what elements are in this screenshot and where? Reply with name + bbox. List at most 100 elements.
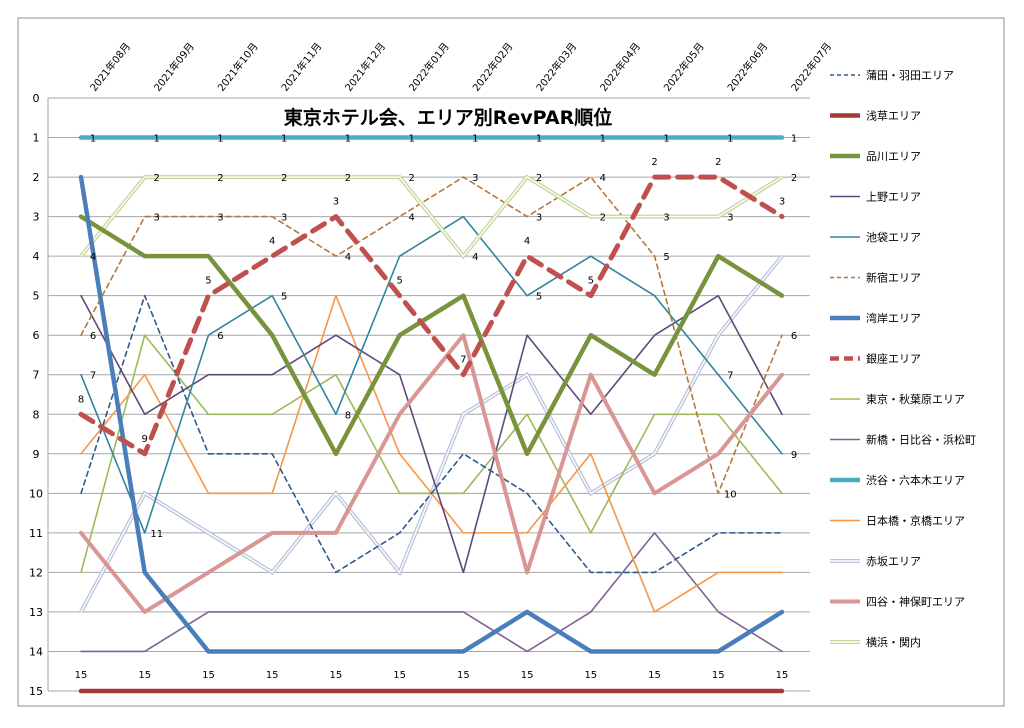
data-label: 4	[600, 173, 606, 184]
data-label: 15	[266, 670, 279, 681]
data-label: 2	[536, 173, 542, 184]
data-label: 15	[138, 670, 151, 681]
legend-label: 四谷・神保町エリア	[866, 595, 965, 609]
data-label: 5	[396, 276, 402, 287]
y-tick-label: 14	[29, 645, 43, 658]
data-label: 2	[281, 173, 287, 184]
data-label: 1	[472, 134, 478, 145]
y-tick-label: 12	[29, 566, 43, 579]
data-label: 6	[90, 331, 96, 342]
legend-label: 蒲田・羽田エリア	[866, 68, 954, 82]
data-label: 7	[727, 371, 733, 382]
data-label: 9	[791, 450, 797, 461]
data-label: 1	[663, 134, 669, 145]
series-line	[79, 333, 784, 614]
series-line	[80, 176, 783, 495]
legend-label: 東京・秋葉原エリア	[866, 392, 965, 406]
data-label: 5	[205, 276, 211, 287]
data-label: 3	[217, 213, 223, 224]
data-label: 4	[269, 236, 275, 247]
data-label: 4	[90, 252, 96, 263]
data-label: 1	[154, 134, 160, 145]
data-label: 1	[791, 134, 797, 145]
data-label: 15	[776, 670, 789, 681]
data-label: 1	[90, 134, 96, 145]
data-label: 2	[600, 213, 606, 224]
y-tick-label: 1	[33, 132, 40, 145]
series-line	[78, 174, 785, 654]
legend-label: 渋谷・六本木エリア	[866, 473, 965, 487]
legend-label: 新宿エリア	[866, 271, 921, 285]
legend-label: 品川エリア	[866, 150, 921, 163]
data-label: 15	[521, 670, 534, 681]
data-label: 3	[779, 197, 785, 208]
data-label: 3	[281, 213, 287, 224]
chart-title-group: 東京ホテル会、エリア別RevPAR順位	[284, 106, 612, 129]
data-label: 15	[75, 670, 88, 681]
legend-label: 池袋エリア	[866, 230, 921, 244]
series-line	[78, 174, 785, 457]
y-tick-label: 11	[29, 527, 43, 540]
data-label: 5	[536, 292, 542, 303]
y-tick-label: 13	[29, 606, 43, 619]
data-label: 2	[651, 157, 657, 168]
data-label: 6	[217, 331, 223, 342]
data-label: 1	[536, 134, 542, 145]
data-label: 8	[78, 394, 84, 405]
data-label: 3	[333, 197, 339, 208]
y-tick-label: 2	[33, 171, 40, 184]
y-tick-label: 3	[33, 211, 40, 224]
data-label: 3	[536, 213, 542, 224]
data-label: 3	[472, 173, 478, 184]
data-label: 5	[281, 292, 287, 303]
y-tick-label: 4	[33, 250, 40, 263]
data-label: 3	[727, 213, 733, 224]
legend-label: 上野エリア	[866, 191, 921, 204]
data-label: 15	[202, 670, 215, 681]
y-tick-label: 8	[33, 408, 40, 421]
data-label: 4	[524, 236, 530, 247]
legend-label: 横浜・関内	[866, 635, 921, 649]
data-label: 15	[457, 670, 470, 681]
legend-label: 湾岸エリア	[866, 311, 921, 325]
y-tick-label: 9	[33, 448, 40, 461]
data-label: 10	[724, 489, 737, 500]
data-label: 4	[345, 252, 351, 263]
chart-title: 東京ホテル会、エリア別RevPAR順位	[284, 106, 612, 129]
data-label: 15	[584, 670, 597, 681]
data-label: 1	[600, 134, 606, 145]
y-tick-label: 10	[29, 487, 43, 500]
y-tick-label: 7	[33, 369, 40, 382]
data-label: 2	[715, 157, 721, 168]
data-label: 3	[663, 213, 669, 224]
data-label: 7	[460, 355, 466, 366]
data-label: 8	[345, 410, 351, 421]
data-label: 3	[154, 213, 160, 224]
series-line	[78, 214, 785, 457]
legend-label: 日本橋・京橋エリア	[866, 514, 965, 528]
data-label: 15	[330, 670, 343, 681]
series-line	[80, 532, 783, 653]
data-label: 2	[217, 173, 223, 184]
y-tick-label: 0	[33, 92, 40, 105]
data-label: 11	[150, 529, 163, 540]
y-tick-label: 6	[33, 329, 40, 342]
data-label: 7	[90, 371, 96, 382]
data-label: 15	[712, 670, 725, 681]
data-label: 1	[281, 134, 287, 145]
data-label: 15	[393, 670, 406, 681]
data-label: 15	[648, 670, 661, 681]
legend-label: 浅草エリア	[866, 110, 921, 123]
y-tick-label: 5	[33, 290, 40, 303]
legend-label: 新橋・日比谷・浜松町	[866, 433, 976, 447]
data-label: 2	[154, 173, 160, 184]
series-line	[80, 215, 783, 534]
data-label: 4	[408, 213, 414, 224]
data-label: 2	[408, 173, 414, 184]
data-label: 2	[791, 173, 797, 184]
series-line	[80, 294, 783, 574]
